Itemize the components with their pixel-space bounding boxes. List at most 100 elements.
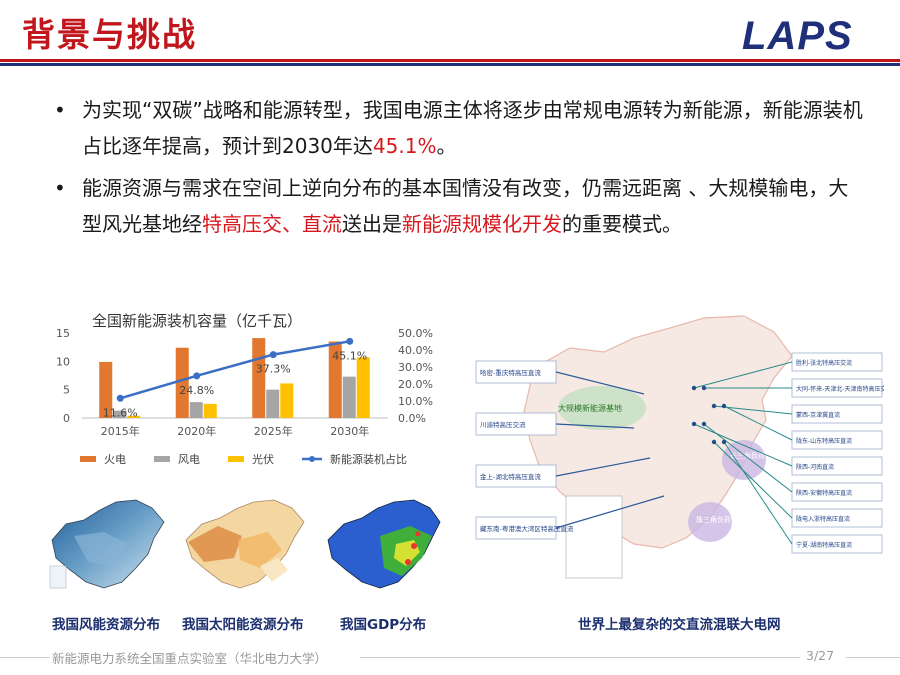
page-number: 3/27: [802, 648, 839, 663]
text-segment: 。: [436, 134, 457, 158]
page-title: 背景与挑战: [22, 15, 197, 54]
solar-resource-map: [185, 499, 305, 589]
transmission-line: [555, 495, 665, 529]
y-tick-label-right: 30.0%: [398, 361, 433, 374]
gdp-distribution-map: [327, 499, 441, 589]
share-data-label: 37.3%: [256, 363, 291, 376]
legend-label: 火电: [104, 453, 126, 466]
highlight-text: 45.1%: [372, 134, 437, 158]
substation-node: [691, 421, 697, 427]
share-data-label: 45.1%: [332, 349, 367, 362]
line-label: 陕西-河南直流: [796, 463, 834, 471]
bar-火电: [99, 361, 113, 418]
y-tick-label-right: 50.0%: [398, 327, 433, 340]
substation-node: [711, 439, 717, 445]
line-label: 陇东-山东特高压直流: [796, 437, 852, 445]
legend-swatch: [80, 456, 96, 462]
south-china-sea-inset: [565, 495, 623, 579]
legend-label: 新能源装机占比: [330, 452, 407, 466]
line-label: 金上-湖北特高压直流: [480, 472, 541, 481]
legend-swatch: [154, 456, 170, 462]
y-tick-label-left: 0: [63, 412, 70, 425]
share-line: [119, 340, 350, 400]
china-outline: [523, 315, 793, 549]
legend-label: 风电: [178, 453, 200, 466]
bullet-dot: •: [54, 98, 66, 122]
bar-火电: [175, 347, 189, 418]
renewable-base-label: 大规模新能源基地: [558, 403, 622, 413]
x-tick-label: 2030年: [330, 424, 369, 438]
share-point: [116, 394, 124, 402]
caption-gdp-map: 我国GDP分布: [340, 617, 427, 633]
footer-divider: [360, 657, 800, 658]
load-center-label: 长三角负荷中心: [730, 451, 779, 460]
header-divider-blue: [0, 63, 900, 66]
x-tick-label: 2015年: [101, 424, 140, 438]
text-segment: 为实现“双碳”战略和能源转型，我国电源主体将逐步由常规电源转为新能源，新能源装机…: [82, 98, 863, 158]
transmission-line: [723, 405, 793, 441]
bar-光伏: [127, 415, 141, 418]
line-label: 川渝特高压交流: [480, 420, 526, 429]
substation-node: [701, 421, 707, 427]
transmission-line: [555, 457, 651, 477]
bullet-item-1: • 为实现“双碳”战略和能源转型，我国电源主体将逐步由常规电源转为新能源，新能源…: [48, 92, 868, 164]
share-point: [269, 351, 277, 359]
transmission-line: [693, 361, 793, 389]
caption-wind-map: 我国风能资源分布: [52, 617, 160, 633]
y-tick-label-left: 10: [56, 355, 70, 368]
bar-风电: [342, 376, 356, 418]
bar-风电: [189, 402, 203, 418]
footer-divider: [0, 657, 50, 658]
chart-title: 全国新能源装机容量（亿千瓦）: [92, 312, 302, 330]
x-tick-label: 2025年: [254, 424, 293, 438]
text-segment: 的重要模式。: [562, 212, 682, 236]
line-label: 大同-怀来-天津北-天津南特高压交流: [796, 385, 884, 393]
substation-node: [721, 403, 727, 409]
share-data-label: 11.6%: [103, 406, 138, 419]
renewable-base-region: [558, 386, 646, 430]
transmission-line: [723, 441, 793, 545]
substation-node: [691, 385, 697, 391]
y-tick-label-left: 5: [63, 384, 70, 397]
bullet-list: • 为实现“双碳”战略和能源转型，我国电源主体将逐步由常规电源转为新能源，新能源…: [48, 92, 868, 248]
y-tick-label-right: 40.0%: [398, 344, 433, 357]
wind-resource-map: [49, 499, 165, 589]
y-tick-label-right: 20.0%: [398, 378, 433, 391]
y-tick-label-left: 15: [56, 327, 70, 340]
highlight-text: 新能源规模化开发: [402, 212, 562, 236]
transmission-line: [703, 423, 793, 493]
legend-label: 光伏: [252, 452, 274, 466]
bullet-dot: •: [54, 176, 66, 200]
x-tick-label: 2020年: [177, 424, 216, 438]
line-label: 宁夏-湖南特高压直流: [796, 541, 852, 549]
caption-solar-map: 我国太阳能资源分布: [182, 617, 304, 633]
substation-node: [701, 385, 707, 391]
line-label: 胜利-张北特高压交流: [796, 359, 852, 367]
y-tick-label-right: 0.0%: [398, 412, 426, 425]
footer-lab-name: 新能源电力系统全国重点实验室（华北电力大学）: [52, 648, 334, 667]
legend-swatch: [228, 456, 244, 462]
share-point: [193, 372, 201, 380]
footer-divider: [846, 657, 900, 658]
bar-光伏: [356, 357, 370, 418]
line-label: 哈密-重庆特高压直流: [480, 368, 541, 377]
bullet-text: 为实现“双碳”战略和能源转型，我国电源主体将逐步由常规电源转为新能源，新能源装机…: [82, 98, 863, 158]
bullet-text: 能源资源与需求在空间上逆向分布的基本国情没有改变，仍需远距离 、大规模输电，大型…: [82, 176, 848, 236]
caption-grid-map: 世界上最复杂的交直流混联大电网: [578, 617, 781, 633]
line-label: 陇电入浙特高压直流: [796, 515, 850, 523]
laps-logo: LAPS: [742, 14, 853, 58]
line-label: 藏东南-粤港澳大湾区特高压直流: [480, 524, 574, 533]
transmission-line: [693, 423, 793, 467]
transmission-line: [713, 441, 793, 519]
substation-node: [721, 439, 727, 445]
transmission-line: [555, 371, 645, 395]
substation-node: [711, 403, 717, 409]
text-segment: 送出是: [342, 212, 402, 236]
y-tick-label-right: 10.0%: [398, 395, 433, 408]
header-divider-red: [0, 59, 900, 62]
power-grid-map: 大规模新能源基地 长三角负荷中心 珠三角负荷中心 哈密-重庆特高压直流川渝特高压…: [475, 315, 884, 579]
share-point: [346, 337, 354, 345]
transmission-line: [555, 423, 635, 429]
bar-光伏: [203, 403, 217, 418]
line-label: 蒙西-京津冀直流: [796, 411, 840, 419]
